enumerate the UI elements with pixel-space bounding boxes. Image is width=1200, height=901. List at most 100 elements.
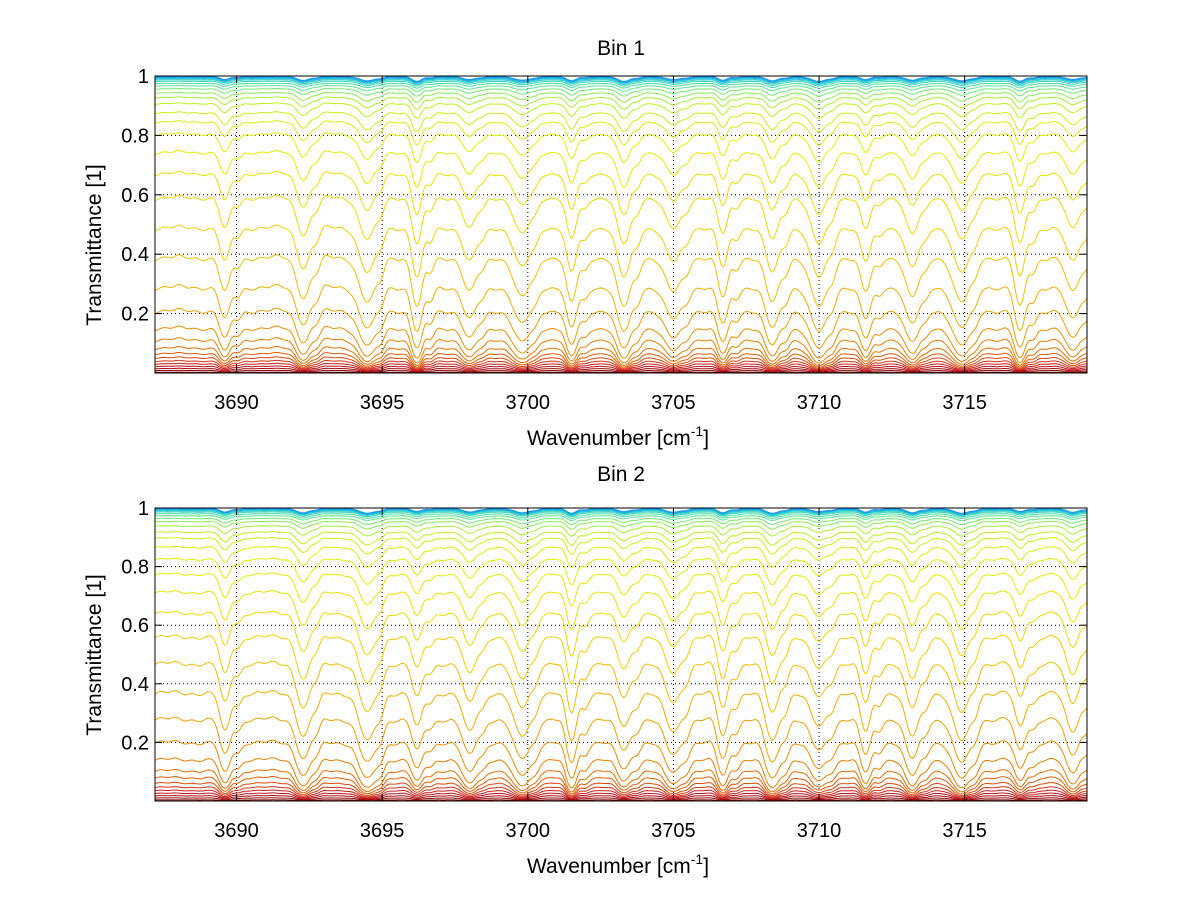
series-line bbox=[155, 515, 1087, 522]
x-tick-label: 3695 bbox=[360, 392, 405, 414]
x-tick-label: 3690 bbox=[214, 392, 259, 414]
series-line bbox=[155, 557, 1087, 586]
series-line bbox=[155, 76, 1087, 83]
x-tick-label: 3715 bbox=[942, 392, 987, 414]
y-tick-label: 0.6 bbox=[121, 185, 149, 207]
series-line bbox=[155, 79, 1087, 86]
plot-area-background bbox=[155, 76, 1087, 373]
series-line bbox=[155, 781, 1087, 797]
y-tick-label: 1 bbox=[138, 498, 149, 520]
series-line bbox=[155, 85, 1087, 92]
chart-title: Bin 1 bbox=[597, 37, 645, 60]
series-line bbox=[155, 77, 1087, 84]
series-line bbox=[155, 369, 1087, 373]
series-line bbox=[155, 170, 1087, 216]
series-line bbox=[155, 531, 1087, 546]
x-axis-label-close: ] bbox=[703, 855, 709, 878]
series-line bbox=[155, 590, 1087, 631]
y-tick-label: 1 bbox=[138, 66, 149, 88]
series-line bbox=[155, 82, 1087, 89]
y-tick-label: 0.2 bbox=[121, 304, 149, 326]
series-line bbox=[155, 254, 1087, 308]
series-line bbox=[155, 792, 1087, 800]
series-line bbox=[155, 77, 1087, 84]
series-line bbox=[155, 797, 1087, 801]
series-line bbox=[155, 537, 1087, 555]
x-tick-label: 3705 bbox=[651, 820, 696, 842]
x-tick-label: 3700 bbox=[506, 820, 551, 842]
x-axis-label-superscript: -1 bbox=[691, 851, 704, 867]
y-tick-label: 0.8 bbox=[121, 557, 149, 579]
series-line bbox=[155, 508, 1087, 514]
series-line bbox=[155, 325, 1087, 359]
plot-area-background bbox=[155, 508, 1087, 801]
y-axis-label: Transmittance [1] bbox=[83, 574, 106, 735]
series-line bbox=[155, 359, 1087, 370]
series-line bbox=[155, 794, 1087, 800]
x-axis-label-close: ] bbox=[703, 427, 709, 450]
series-line bbox=[155, 509, 1087, 516]
chart-panel-bin-1: 3690 3695 3700 3705 3710 3715 0.2 0.4 0.6 0.8 1 Bi… bbox=[83, 37, 1088, 450]
series-line bbox=[155, 356, 1087, 369]
x-axis-label-main: Wavenumber [cm bbox=[527, 855, 691, 878]
x-tick-label: 3690 bbox=[214, 820, 259, 842]
y-tick-label: 0.2 bbox=[121, 732, 149, 754]
y-axis-label: Transmittance [1] bbox=[83, 164, 106, 325]
series-line bbox=[155, 572, 1087, 607]
series-line bbox=[155, 365, 1087, 372]
series-group bbox=[155, 508, 1087, 801]
series-line bbox=[155, 517, 1087, 526]
chart-title: Bin 2 bbox=[597, 463, 645, 486]
ticks: 3690 3695 3700 3705 3710 3715 0.2 0.4 0.6 0.8 1 bbox=[121, 498, 1087, 842]
series-line bbox=[155, 520, 1087, 530]
y-tick-label: 0.6 bbox=[121, 615, 149, 637]
series-line bbox=[155, 337, 1087, 364]
ticks: 3690 3695 3700 3705 3710 3715 0.2 0.4 0.6 0.8 1 bbox=[121, 66, 1087, 414]
series-line bbox=[155, 545, 1087, 569]
x-axis-label: Wavenumber [cm-1] bbox=[527, 851, 709, 878]
series-line bbox=[155, 799, 1087, 801]
series-line bbox=[155, 120, 1087, 146]
x-axis-label-main: Wavenumber [cm bbox=[527, 427, 691, 450]
series-line bbox=[155, 283, 1087, 333]
series-line bbox=[155, 76, 1087, 82]
series-line bbox=[155, 757, 1087, 789]
series-line bbox=[155, 96, 1087, 110]
x-tick-label: 3710 bbox=[797, 392, 842, 414]
y-tick-label: 0.4 bbox=[121, 674, 149, 696]
x-axis-label-superscript: -1 bbox=[691, 423, 704, 439]
x-tick-label: 3700 bbox=[506, 392, 551, 414]
series-line bbox=[155, 351, 1087, 368]
series-group bbox=[155, 76, 1087, 373]
x-tick-label: 3715 bbox=[942, 820, 987, 842]
x-tick-label: 3695 bbox=[360, 820, 405, 842]
series-line bbox=[155, 786, 1087, 798]
x-tick-label: 3710 bbox=[797, 820, 842, 842]
series-line bbox=[155, 716, 1087, 763]
axes-box bbox=[154, 507, 1088, 802]
axes-box bbox=[154, 75, 1088, 374]
series-line bbox=[155, 739, 1087, 779]
series-line bbox=[155, 91, 1087, 103]
x-tick-label: 3705 bbox=[651, 392, 696, 414]
series-line bbox=[155, 362, 1087, 371]
series-line bbox=[155, 776, 1087, 795]
series-line bbox=[155, 307, 1087, 349]
series-line bbox=[155, 80, 1087, 87]
series-line bbox=[155, 610, 1087, 657]
chart-panel-bin-2: 3690 3695 3700 3705 3710 3715 0.2 0.4 0.6 0.8 1 Bi… bbox=[83, 463, 1088, 878]
series-line bbox=[155, 525, 1087, 537]
x-axis-label: Wavenumber [cm-1] bbox=[527, 423, 709, 450]
series-line bbox=[155, 87, 1087, 97]
y-tick-label: 0.4 bbox=[121, 244, 149, 266]
series-line bbox=[155, 224, 1087, 278]
series-line bbox=[155, 513, 1087, 520]
series-line bbox=[155, 367, 1087, 373]
series-line bbox=[155, 111, 1087, 133]
series-line bbox=[155, 634, 1087, 685]
series-line bbox=[155, 102, 1087, 119]
series-line bbox=[155, 660, 1087, 714]
y-tick-label: 0.8 bbox=[121, 125, 149, 147]
series-line bbox=[155, 789, 1087, 799]
